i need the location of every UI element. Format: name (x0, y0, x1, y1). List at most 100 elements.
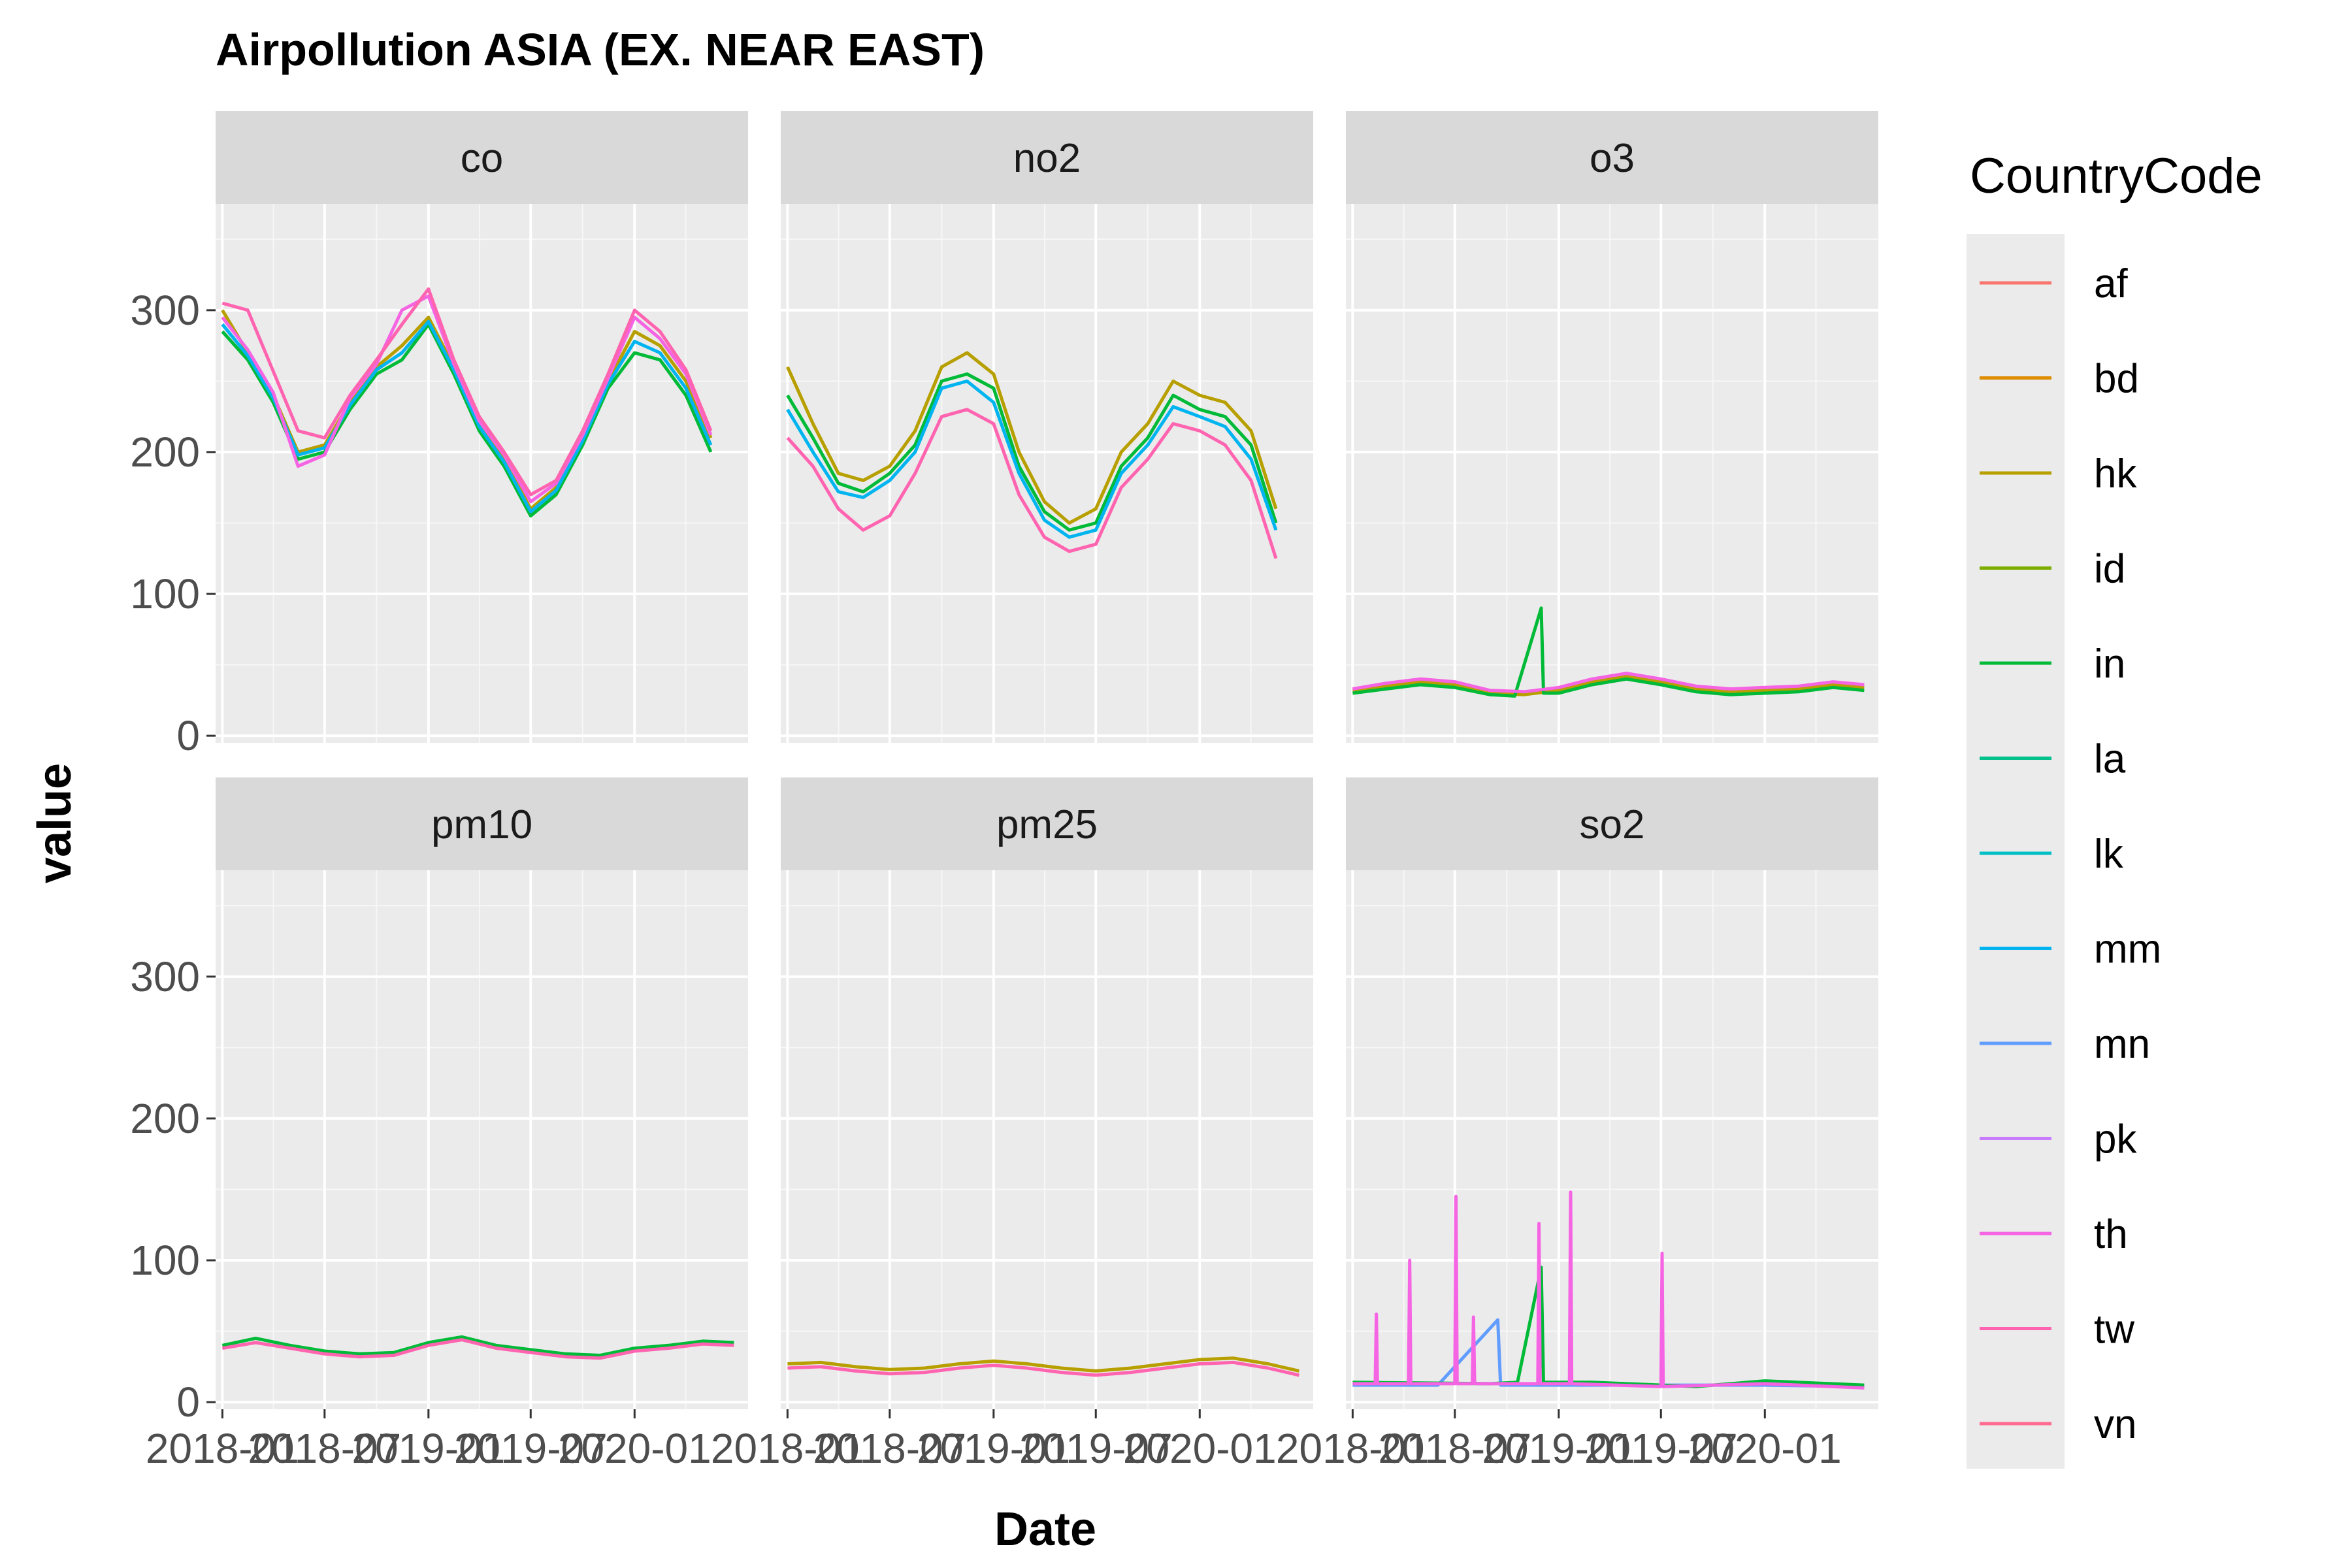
series-line-tw (221, 287, 713, 497)
x-tick-label: 2018-01 (1276, 1425, 1429, 1472)
legend-item-pk: pk (1980, 1117, 2137, 1162)
x-tick-label: 2018-07 (248, 1425, 401, 1472)
x-axis-title: Date (994, 1503, 1096, 1556)
legend-label: la (2094, 737, 2126, 782)
panel-background (781, 870, 1313, 1409)
series-line-hk (1352, 674, 1865, 696)
x-tick-label: 2019-01 (351, 1425, 505, 1472)
series-line-hk (786, 351, 1278, 525)
series-lines (1352, 1190, 1865, 1390)
series-line-th (221, 294, 713, 504)
facet-strip-label: pm10 (431, 802, 532, 847)
legend-item-hk: hk (1980, 451, 2137, 497)
facet-strip (216, 111, 748, 204)
x-tick-label: 2018-07 (1378, 1425, 1531, 1472)
panel-background (781, 204, 1313, 743)
facet-pm10: pm10 0 100 200 300 2018-012018-072019-012019-… (130, 777, 748, 1472)
series-lines (1352, 606, 1865, 698)
legend-item-lk: lk (1980, 832, 2124, 877)
facet-strip (1346, 777, 1878, 870)
series-lines (221, 287, 713, 518)
panel-background (216, 870, 748, 1409)
panel-background (1346, 204, 1878, 743)
x-tick-label: 2018-07 (813, 1425, 966, 1472)
facet-strip-label: pm25 (996, 802, 1098, 847)
facet-strip (781, 777, 1313, 870)
legend-item-af: af (1980, 261, 2128, 306)
y-tick-label: 300 (130, 287, 200, 334)
y-tick-label: 100 (130, 1237, 200, 1284)
legend-item-th: th (1980, 1212, 2128, 1257)
series-line-mm (221, 319, 713, 514)
series-line-tw (221, 1338, 734, 1360)
legend-label: in (2094, 642, 2125, 687)
facet-strip (781, 111, 1313, 204)
facet-strip-label: so2 (1580, 802, 1645, 847)
facet-co: co 0 100 200 300 (130, 111, 748, 759)
x-tick-label: 2019-07 (1584, 1425, 1738, 1472)
legend-item-mn: mn (1980, 1022, 2150, 1067)
series-line-th (1352, 672, 1865, 694)
legend-title: CountryCode (1970, 148, 2262, 204)
x-tick-label: 2020-01 (1688, 1425, 1842, 1472)
facet-strip-label: co (461, 136, 503, 181)
legend: CountryCode af bd hk id in la lk mm mn pk th tw vn (1967, 148, 2262, 1469)
chart-title: Airpollution ASIA (EX. NEAR EAST) (216, 24, 985, 75)
series-lines (221, 1335, 734, 1360)
legend-label: th (2094, 1212, 2128, 1257)
legend-item-bd: bd (1980, 357, 2139, 402)
legend-label: mn (2094, 1022, 2150, 1067)
series-line-tw (787, 1360, 1299, 1377)
x-tick-label: 2019-07 (1019, 1425, 1173, 1472)
x-tick-label: 2018-01 (146, 1425, 299, 1472)
y-tick-label: 300 (130, 953, 200, 1000)
legend-item-in: in (1980, 642, 2125, 687)
series-line-in (221, 1335, 734, 1357)
facet-o3: o3 (1346, 111, 1878, 743)
legend-item-tw: tw (1980, 1307, 2134, 1352)
series-line-in (786, 372, 1278, 532)
facet-no2: no2 (781, 111, 1313, 743)
x-tick-label: 2019-07 (454, 1425, 608, 1472)
series-lines (786, 351, 1278, 559)
x-tick-label: 2020-01 (558, 1425, 711, 1472)
legend-key-background (1967, 234, 2065, 1469)
legend-label: mm (2094, 927, 2161, 972)
legend-label: vn (2094, 1402, 2136, 1447)
panel-background (1346, 870, 1878, 1409)
series-line-th (1352, 1190, 1865, 1390)
y-tick-label: 100 (130, 570, 200, 617)
legend-item-vn: vn (1980, 1402, 2136, 1447)
y-tick-label: 200 (130, 1095, 200, 1142)
legend-item-mm: mm (1980, 927, 2161, 972)
series-line-hk (787, 1356, 1299, 1373)
series-lines (787, 1356, 1299, 1377)
facet-strip (216, 777, 748, 870)
y-tick-label: 0 (176, 712, 200, 759)
legend-label: lk (2094, 832, 2124, 877)
x-tick-label: 2019-01 (917, 1425, 1070, 1472)
series-line-in (221, 323, 713, 518)
series-line-tw (786, 408, 1278, 559)
x-tick-label: 2020-01 (1123, 1425, 1277, 1472)
legend-items: af bd hk id in la lk mm mn pk th tw vn (1980, 261, 2161, 1447)
y-axis-title: value (29, 763, 81, 883)
series-line-in (1352, 606, 1865, 698)
legend-label: id (2094, 547, 2125, 592)
panel-background (216, 204, 748, 743)
facet-strip-label: o3 (1590, 136, 1635, 181)
y-tick-label: 0 (176, 1379, 200, 1426)
legend-item-la: la (1980, 737, 2126, 782)
x-tick-label: 2019-01 (1482, 1425, 1635, 1472)
legend-item-id: id (1980, 547, 2125, 592)
legend-label: af (2094, 261, 2128, 306)
series-line-mm (786, 379, 1278, 539)
facet-strip (1346, 111, 1878, 204)
x-tick-label: 2018-01 (711, 1425, 864, 1472)
facet-strip-label: no2 (1013, 136, 1081, 181)
legend-label: bd (2094, 357, 2139, 402)
legend-label: hk (2094, 451, 2137, 497)
